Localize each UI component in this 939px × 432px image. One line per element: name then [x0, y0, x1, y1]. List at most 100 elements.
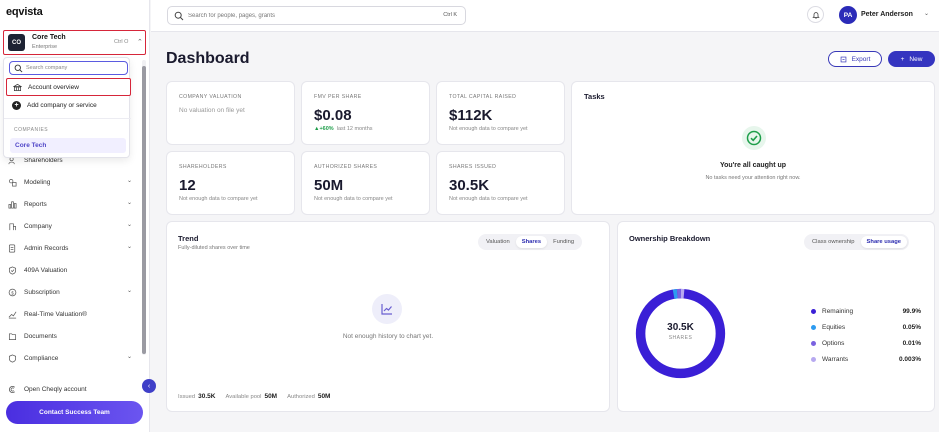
tasks-title: Tasks: [584, 92, 605, 101]
trend-footer: Issued 30.5K Available pool 50M Authorized…: [178, 393, 330, 400]
export-label: Export: [851, 55, 871, 63]
chevron-down-icon[interactable]: ⌄: [924, 11, 930, 17]
sidebar: eqvista CO Core Tech Enterprise Ctrl O ⌃…: [0, 0, 156, 432]
compliance-icon: [8, 354, 17, 362]
tab-valuation[interactable]: Valuation: [486, 239, 510, 245]
global-search[interactable]: Ctrl K: [167, 6, 466, 25]
stat-label: COMPANY VALUATION: [179, 94, 242, 100]
sidebar-item-company[interactable]: Company ⌄: [8, 220, 132, 232]
legend-item: Options 0.01%: [811, 335, 921, 351]
brand-logo[interactable]: eqvista: [6, 6, 43, 18]
chevron-up-icon: ⌃: [137, 39, 143, 46]
available-pool-stat: Available pool 50M: [225, 393, 278, 400]
modeling-icon: [8, 178, 17, 186]
sidebar-scrollbar[interactable]: [142, 60, 146, 355]
sidebar-item-label: Company: [24, 222, 52, 230]
divider: [4, 118, 131, 119]
donut-center-value: 30.5K: [667, 322, 694, 333]
sidebar-item-compliance[interactable]: Compliance ⌄: [8, 352, 132, 364]
scrollbar-thumb[interactable]: [142, 66, 146, 354]
stat-card-company-valuation: COMPANY VALUATION No valuation on file y…: [166, 81, 295, 145]
topbar: Ctrl K PA Peter Anderson ⌄: [151, 0, 939, 32]
account-overview-label: Account overview: [28, 83, 79, 91]
stat-note: ▲+60% last 12 months: [314, 126, 373, 132]
sidebar-item-modeling[interactable]: Modeling ⌄: [8, 176, 132, 188]
subscription-icon: $: [8, 288, 17, 296]
account-overview-item[interactable]: Account overview: [6, 78, 131, 96]
trend-empty-message: Not enough history to chart yet.: [342, 333, 434, 340]
ownership-donut-chart: [635, 288, 726, 379]
stat-value: $112K: [449, 107, 493, 124]
sidebar-item-subscription[interactable]: $ Subscription ⌄: [8, 286, 132, 298]
sidebar-item-documents[interactable]: Documents: [8, 330, 132, 342]
legend-dot: [811, 356, 816, 362]
sidebar-item-label: 409A Valuation: [24, 266, 68, 274]
sidebar-item-label: Real-Time Valuation®: [24, 310, 87, 318]
tab-share-usage[interactable]: Share usage: [860, 236, 908, 248]
collapse-sidebar-button[interactable]: ‹: [142, 379, 156, 393]
global-search-input[interactable]: [188, 10, 428, 22]
contact-success-team-button[interactable]: Contact Success Team: [6, 401, 143, 424]
chevron-down-icon: ⌄: [126, 354, 132, 360]
sidebar-item-reports[interactable]: Reports ⌄: [8, 198, 132, 210]
company-plan: Enterprise: [32, 44, 58, 50]
stat-value: 12: [179, 177, 196, 194]
stat-note-text: last 12 months: [336, 126, 373, 132]
add-company-item[interactable]: + Add company or service: [12, 100, 97, 110]
admin-records-icon: [8, 244, 16, 252]
documents-icon: [8, 332, 17, 340]
shield-check-icon: [8, 266, 17, 274]
new-button[interactable]: + New: [888, 51, 935, 67]
bell-icon: [811, 11, 820, 19]
legend-dot: [811, 340, 816, 346]
trend-card: Trend Fully-diluted shares over time Val…: [166, 221, 610, 412]
svg-text:$: $: [11, 290, 14, 295]
stat-value: 30.5K: [449, 177, 490, 194]
chevron-down-icon: ⌄: [126, 222, 132, 228]
company-search[interactable]: [9, 61, 128, 75]
stat-card-fmv: FMV PER SHARE $0.08 ▲+60% last 12 months: [301, 81, 430, 145]
search-shortcut: Ctrl K: [443, 12, 457, 18]
legend-item: Equities 0.05%: [811, 319, 921, 335]
company-switcher[interactable]: CO Core Tech Enterprise Ctrl O ⌃: [3, 30, 146, 55]
stat-label: TOTAL CAPITAL RAISED: [449, 94, 517, 100]
issued-stat: Issued 30.5K: [178, 393, 216, 400]
tasks-card: Tasks You're all caught up No tasks need…: [571, 81, 935, 215]
legend-dot: [811, 308, 816, 314]
user-name[interactable]: Peter Anderson: [861, 11, 913, 18]
sidebar-item-real-time-valuation[interactable]: Real-Time Valuation®: [8, 308, 132, 320]
sidebar-item-label: Reports: [24, 200, 47, 208]
new-label: New: [909, 55, 923, 63]
sidebar-item-409a-valuation[interactable]: 409A Valuation: [8, 264, 132, 276]
open-cheqly-link[interactable]: Open Cheqly account: [8, 383, 132, 395]
notifications-button[interactable]: [807, 6, 824, 23]
check-circle-icon: [742, 126, 766, 150]
company-option[interactable]: Core Tech: [10, 138, 126, 153]
trend-title: Trend: [178, 234, 199, 243]
trend-subtitle: Fully-diluted shares over time: [178, 245, 250, 251]
company-dropdown: Account overview + Add company or servic…: [3, 57, 131, 158]
sidebar-item-label: Documents: [24, 332, 57, 340]
search-icon: [14, 64, 23, 73]
sidebar-item-admin-records[interactable]: Admin Records ⌄: [8, 242, 132, 254]
open-cheqly-label: Open Cheqly account: [24, 385, 87, 393]
add-company-label: Add company or service: [27, 101, 97, 109]
sidebar-item-label: Admin Records: [24, 244, 69, 252]
ownership-title: Ownership Breakdown: [629, 234, 711, 243]
tab-shares[interactable]: Shares: [515, 236, 548, 248]
tab-funding[interactable]: Funding: [553, 239, 575, 245]
ownership-legend: Remaining 99.9% Equities 0.05% Options 0.01…: [811, 303, 921, 367]
chevron-down-icon: ⌄: [126, 244, 132, 250]
chevron-down-icon: ⌄: [126, 288, 132, 294]
stat-card-capital-raised: TOTAL CAPITAL RAISED $112K Not enough da…: [436, 81, 565, 145]
user-avatar[interactable]: PA: [839, 6, 857, 24]
stat-label: SHAREHOLDERS: [179, 164, 227, 170]
stat-value: 50M: [314, 177, 344, 194]
bank-icon: [13, 83, 22, 91]
export-button[interactable]: Export: [828, 51, 882, 67]
company-option-label: Core Tech: [15, 142, 47, 149]
sidebar-item-label: Compliance: [24, 354, 59, 362]
chart-line-icon: [372, 294, 402, 324]
company-search-input[interactable]: [26, 63, 124, 73]
tab-class-ownership[interactable]: Class ownership: [812, 239, 855, 245]
